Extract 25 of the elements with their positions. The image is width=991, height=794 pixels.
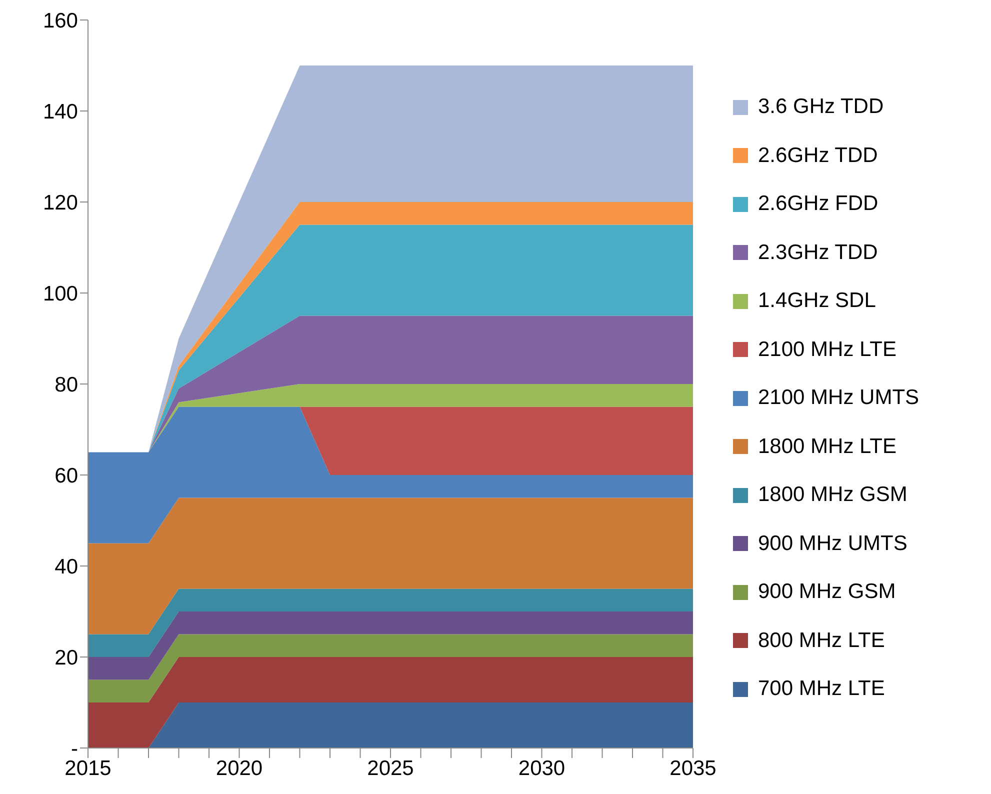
x-tick-label: 2020 [216,756,263,780]
legend-label: 2.6GHz TDD [758,144,878,168]
y-tick-label: 100 [42,282,78,306]
legend-label: 3.6 GHz TDD [758,95,884,119]
x-tick-label: 2025 [367,756,414,780]
legend-label: 2100 MHz LTE [758,338,896,362]
legend-label: 2100 MHz UMTS [758,386,920,410]
y-tick-label: 80 [54,373,78,396]
legend-label: 2.6GHz FDD [758,192,878,216]
legend-label: 2.3GHz TDD [758,240,878,264]
y-tick-label: 160 [42,9,78,32]
y-tick-label: 140 [42,100,78,124]
y-tick-label: 40 [54,555,78,578]
y-tick-label: 60 [54,464,78,488]
legend-label: 800 MHz LTE [758,628,885,652]
y-tick-label: 120 [42,191,78,214]
legend-label: 1.4GHz SDL [758,289,876,313]
legend-label: 700 MHz LTE [758,677,885,701]
legend-label: 900 MHz GSM [758,580,896,604]
legend-label: 1800 MHz LTE [758,434,896,458]
y-tick-label: 20 [54,646,78,670]
x-tick-label: 2035 [670,756,716,780]
legend-label: 1800 MHz GSM [758,483,908,507]
legend-label: 900 MHz UMTS [758,532,908,556]
x-tick-label: 2030 [518,756,566,780]
